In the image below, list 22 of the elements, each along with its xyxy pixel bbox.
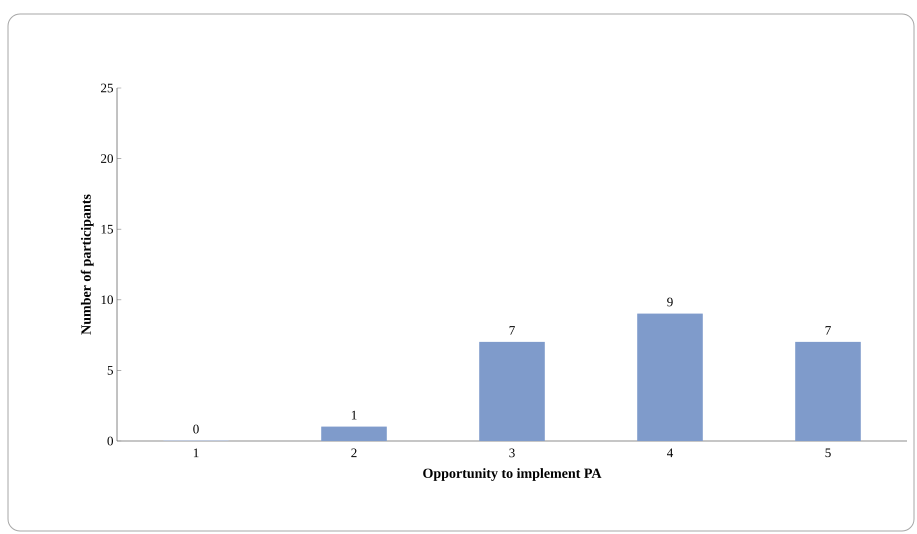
x-tick-label: 5 [826, 448, 831, 458]
data-label: 9 [667, 298, 673, 306]
y-tick-label: 15 [102, 224, 113, 234]
x-tick-label: 3 [509, 448, 515, 458]
y-tick-label: 25 [101, 84, 113, 92]
y-tick-label: 5 [108, 366, 113, 375]
x-axis-title: Opportunity to implement PA [423, 468, 602, 481]
data-label: 7 [510, 326, 515, 335]
bar [321, 426, 387, 441]
bar [795, 342, 861, 441]
x-tick-label: 4 [667, 448, 674, 458]
x-tick-label: 2 [351, 448, 357, 458]
data-label: 1 [352, 410, 356, 420]
y-tick-label: 0 [107, 436, 113, 446]
x-tick-label: 1 [194, 448, 198, 458]
data-label: 0 [193, 424, 199, 434]
y-tick-label: 10 [102, 295, 113, 304]
y-axis-title: Number of participants [80, 194, 94, 335]
bar [479, 342, 545, 441]
y-tick-label: 20 [101, 154, 113, 163]
data-label: 7 [826, 326, 831, 335]
bar [637, 314, 703, 441]
